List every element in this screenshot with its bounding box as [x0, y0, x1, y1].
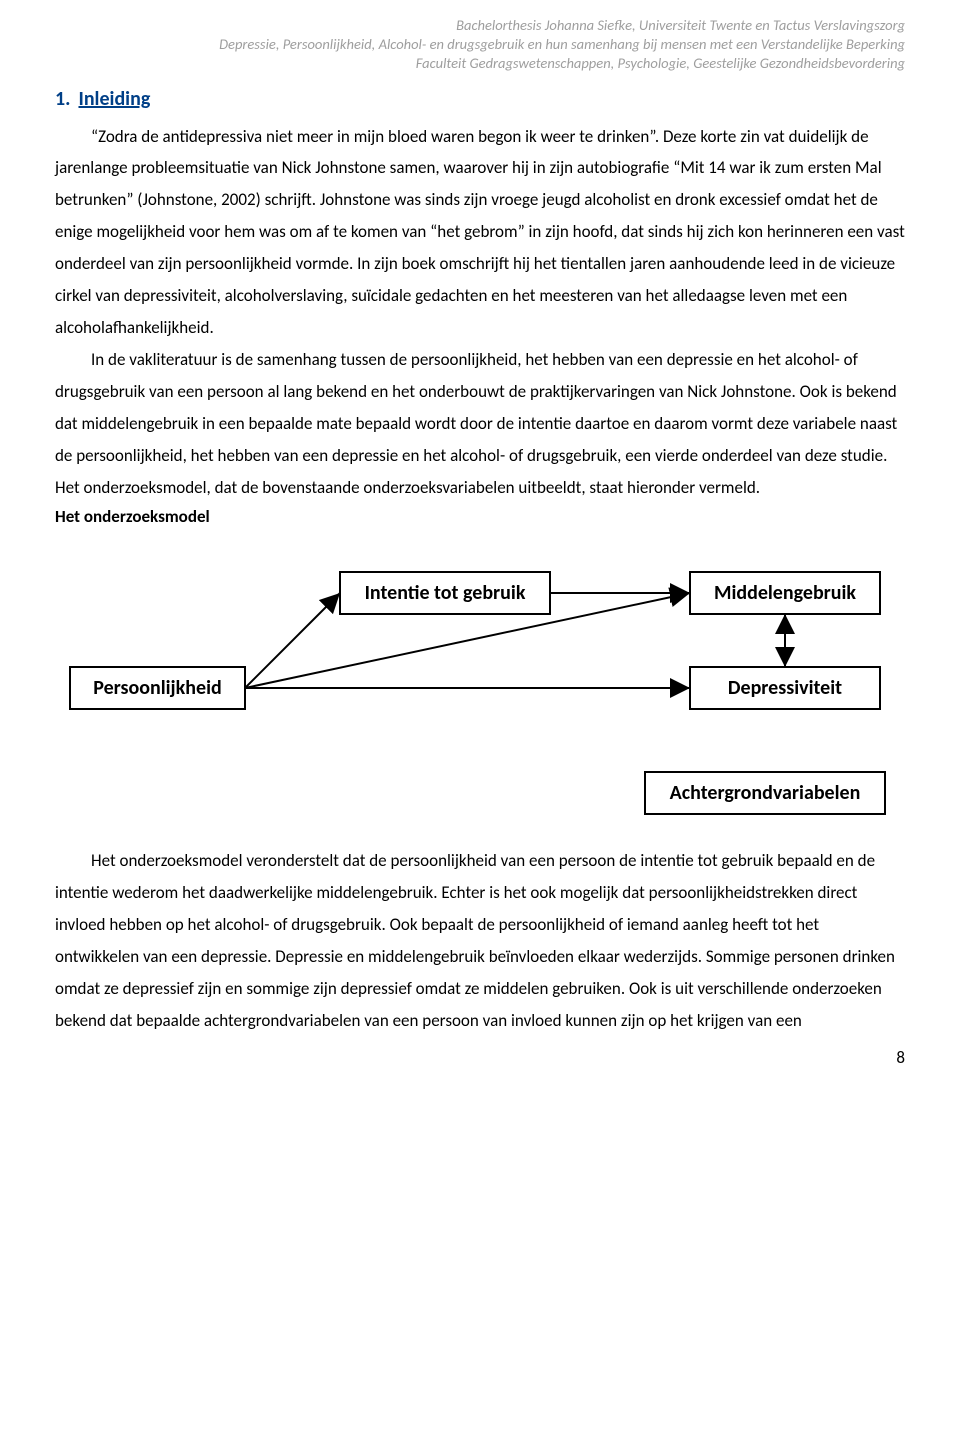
diagram-label-achtergrond: Achtergrondvariabelen	[670, 781, 861, 805]
header-line-2: Depressie, Persoonlijkheid, Alcohol- en …	[55, 35, 905, 54]
section-title: Inleiding	[78, 87, 150, 111]
page-number: 8	[55, 1047, 905, 1068]
paragraph-1: “Zodra de antidepressiva niet meer in mi…	[55, 121, 905, 345]
diagram-label-depressiviteit: Depressiviteit	[728, 676, 842, 700]
diagram-label-middelengebruik: Middelengebruik	[714, 581, 856, 605]
body-text: “Zodra de antidepressiva niet meer in mi…	[55, 121, 905, 504]
header-line-1: Bachelorthesis Johanna Siefke, Universit…	[55, 16, 905, 35]
header-line-3: Faculteit Gedragswetenschappen, Psycholo…	[55, 54, 905, 73]
diagram-label-intentie: Intentie tot gebruik	[365, 581, 526, 605]
subheading-model: Het onderzoeksmodel	[55, 506, 905, 527]
section-heading: 1. Inleiding	[55, 87, 905, 111]
diagram-edge	[245, 593, 340, 688]
paragraph-2: In de vakliteratuur is de samenhang tuss…	[55, 344, 905, 504]
paragraph-3: Het onderzoeksmodel veronderstelt dat de…	[55, 845, 905, 1037]
running-header: Bachelorthesis Johanna Siefke, Universit…	[55, 16, 905, 73]
section-number: 1.	[55, 87, 70, 111]
diagram-label-persoonlijkheid: Persoonlijkheid	[93, 676, 221, 700]
research-model-diagram: Persoonlijkheid Intentie tot gebruik Midde…	[55, 537, 905, 837]
body-text-after: Het onderzoeksmodel veronderstelt dat de…	[55, 845, 905, 1037]
